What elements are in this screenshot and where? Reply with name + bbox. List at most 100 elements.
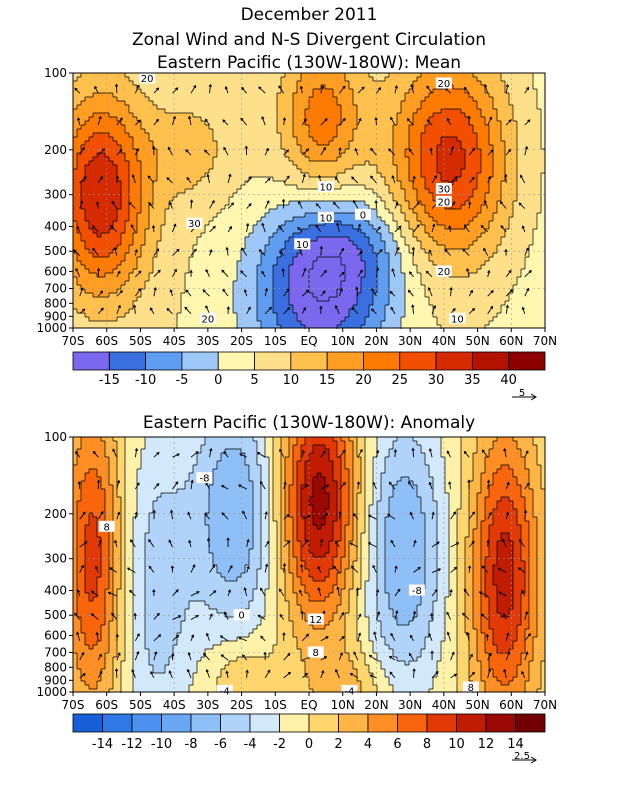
vector-arrow: [172, 453, 180, 458]
vector-arrow: [79, 308, 86, 315]
vector-arrow: [186, 668, 192, 679]
vector-arrow: [412, 668, 416, 678]
vector-arrow: [97, 148, 106, 156]
vector-arrow: [134, 447, 139, 458]
vector-arrow: [425, 270, 433, 278]
vector-arrow: [315, 203, 322, 209]
vector-arrow: [238, 484, 247, 490]
vector-arrow: [190, 564, 196, 573]
contour-label: 20: [199, 312, 216, 325]
vector-arrow: [153, 269, 161, 278]
colorbar-swatch: [326, 351, 364, 371]
vector-arrow: [408, 481, 414, 490]
vector-arrow: [109, 567, 118, 573]
x-tick-label: 10N: [331, 698, 355, 712]
vector-arrow: [113, 246, 118, 256]
vector-arrow: [92, 450, 99, 458]
reference-vector: 2.5: [512, 751, 537, 764]
contour-path: [73, 73, 545, 329]
vector-arrow: [264, 306, 272, 315]
vector-arrow: [467, 115, 471, 126]
vector-arrow: [523, 509, 528, 520]
vector-arrow: [96, 479, 101, 490]
vector-arrow: [261, 115, 266, 126]
vector-arrow: [260, 635, 266, 642]
vector-arrow: [338, 85, 346, 94]
vector-arrow: [449, 286, 453, 297]
vector-arrow: [501, 538, 507, 548]
vector-arrow: [223, 146, 229, 156]
vector-arrow: [450, 542, 460, 548]
vector-arrow: [431, 305, 437, 315]
vector-arrow: [524, 145, 529, 156]
vector-arrow: [172, 589, 179, 597]
x-tick-label: 10N: [331, 334, 355, 348]
colorbar-swatch: [471, 351, 510, 371]
vector-arrow: [450, 176, 458, 184]
vector-arrow: [301, 307, 307, 315]
vector-arrow: [394, 201, 399, 209]
vector-arrow: [412, 175, 416, 184]
vector-arrow: [190, 479, 194, 490]
colorbar: -15 -10 -5 0 5 10 15 20 25 30 35 40: [72, 351, 546, 388]
y-tick-label: 600: [44, 264, 67, 278]
vector-arrow: [391, 268, 396, 277]
vector-arrow: [279, 250, 285, 256]
vector-arrow: [376, 248, 383, 256]
x-tick-label: 50N: [465, 698, 489, 712]
vector-arrow: [169, 289, 173, 297]
vector-arrow: [221, 484, 229, 490]
vector-arrow: [90, 613, 99, 620]
vector-arrow: [486, 479, 491, 490]
vector-arrow: [97, 115, 102, 126]
contour-label: 10: [317, 181, 334, 194]
vector-arrow: [111, 612, 118, 620]
y-tick-label: 400: [44, 584, 67, 598]
y-tick-label: 500: [44, 608, 67, 622]
vector-arrow: [264, 511, 268, 520]
vector-arrow: [302, 514, 312, 520]
circulation-vectors: [74, 447, 531, 679]
vector-arrow: [283, 540, 291, 548]
colorbar-label: 35: [464, 373, 481, 388]
y-tick-label: 600: [44, 628, 67, 642]
vector-arrow: [500, 225, 507, 233]
vector-arrow: [468, 201, 472, 209]
vector-arrow: [338, 288, 343, 297]
colorbar-label: 0: [305, 737, 313, 752]
vector-arrow: [369, 674, 377, 679]
vector-arrow: [450, 651, 455, 661]
vector-arrow: [172, 223, 177, 233]
colorbar-swatch: [397, 713, 428, 733]
vector-arrow: [375, 267, 380, 277]
vector-arrow: [319, 305, 323, 314]
vector-arrow: [190, 591, 200, 597]
vector-arrow: [152, 145, 156, 156]
vector-arrow: [261, 222, 266, 233]
vector-arrow: [153, 451, 160, 458]
vector-arrow: [242, 654, 247, 661]
vector-arrow: [97, 653, 102, 661]
vector-arrow: [448, 224, 452, 233]
vector-arrow: [226, 306, 230, 314]
colorbar-label: 10: [448, 737, 465, 752]
vector-arrow: [335, 540, 340, 548]
x-tick-label: 30S: [196, 698, 219, 712]
y-tick-label: 300: [44, 188, 67, 202]
vector-arrow: [79, 673, 86, 679]
vector-arrow: [413, 201, 420, 209]
vector-arrow: [301, 539, 309, 548]
vector-arrow: [351, 306, 359, 315]
vector-arrow: [388, 148, 396, 156]
vector-arrow: [393, 448, 397, 458]
x-tick-label: 40S: [163, 698, 186, 712]
vector-arrow: [339, 271, 345, 278]
vector-arrow: [96, 267, 101, 277]
x-tick-label: 10S: [264, 334, 287, 348]
vector-arrow: [407, 289, 414, 297]
vector-arrow: [153, 118, 159, 126]
vector-arrow: [135, 119, 142, 126]
colorbar-swatch: [181, 351, 219, 371]
contour-label: 0: [233, 609, 250, 622]
